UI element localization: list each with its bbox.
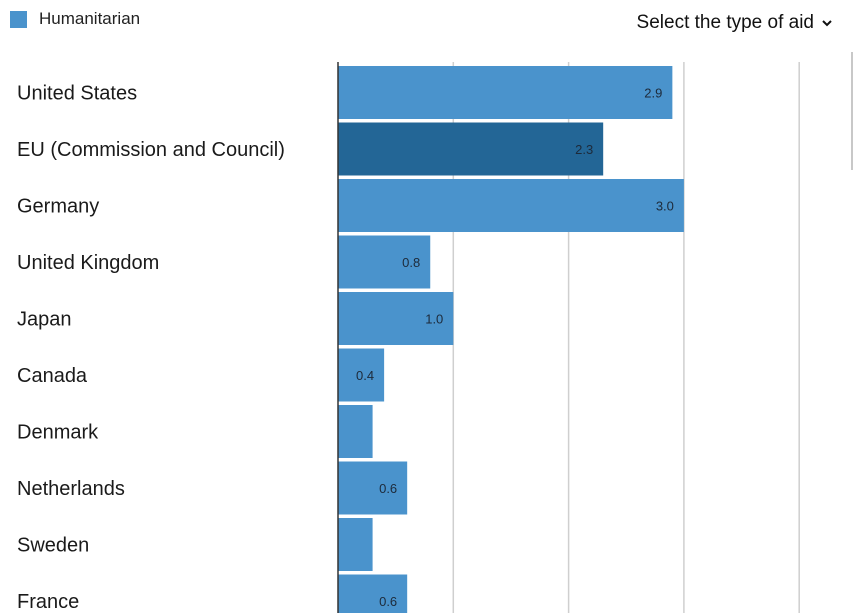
data-label: 0.8 [402, 255, 420, 270]
bar[interactable] [338, 179, 684, 232]
category-label: Japan [17, 309, 72, 331]
legend-label: Humanitarian [39, 9, 141, 28]
data-label: 1.0 [425, 312, 443, 327]
data-label: 0.6 [379, 481, 397, 496]
category-label: Sweden [17, 535, 89, 557]
bar[interactable] [338, 348, 385, 402]
aid-type-select-label: Select the type of aid [636, 12, 814, 33]
category-label: EU (Commission and Council) [17, 139, 285, 161]
data-label: 2.9 [644, 86, 662, 101]
data-label: 2.3 [575, 142, 593, 157]
data-label: 3.0 [656, 199, 674, 214]
category-label: United States [17, 83, 137, 105]
chevron-down-icon [822, 20, 832, 27]
bar[interactable] [338, 122, 604, 176]
data-label: 0.4 [356, 368, 374, 383]
bar[interactable] [338, 66, 673, 119]
bar[interactable] [338, 461, 408, 515]
bar[interactable] [338, 235, 431, 289]
bar[interactable] [338, 292, 454, 345]
category-label: Denmark [17, 422, 99, 444]
data-label: 0.6 [379, 594, 397, 609]
panel-edge [851, 52, 853, 170]
category-label: Germany [17, 196, 99, 218]
bar[interactable] [338, 518, 373, 571]
legend: Humanitarian [10, 9, 140, 29]
category-label: Netherlands [17, 478, 125, 500]
aid-type-select[interactable]: Select the type of aid [637, 12, 833, 34]
legend-swatch [10, 10, 27, 28]
category-label: France [17, 591, 79, 613]
category-label: Canada [17, 365, 88, 387]
bar[interactable] [338, 405, 373, 458]
category-label: United Kingdom [17, 252, 159, 274]
bar[interactable] [338, 574, 408, 613]
